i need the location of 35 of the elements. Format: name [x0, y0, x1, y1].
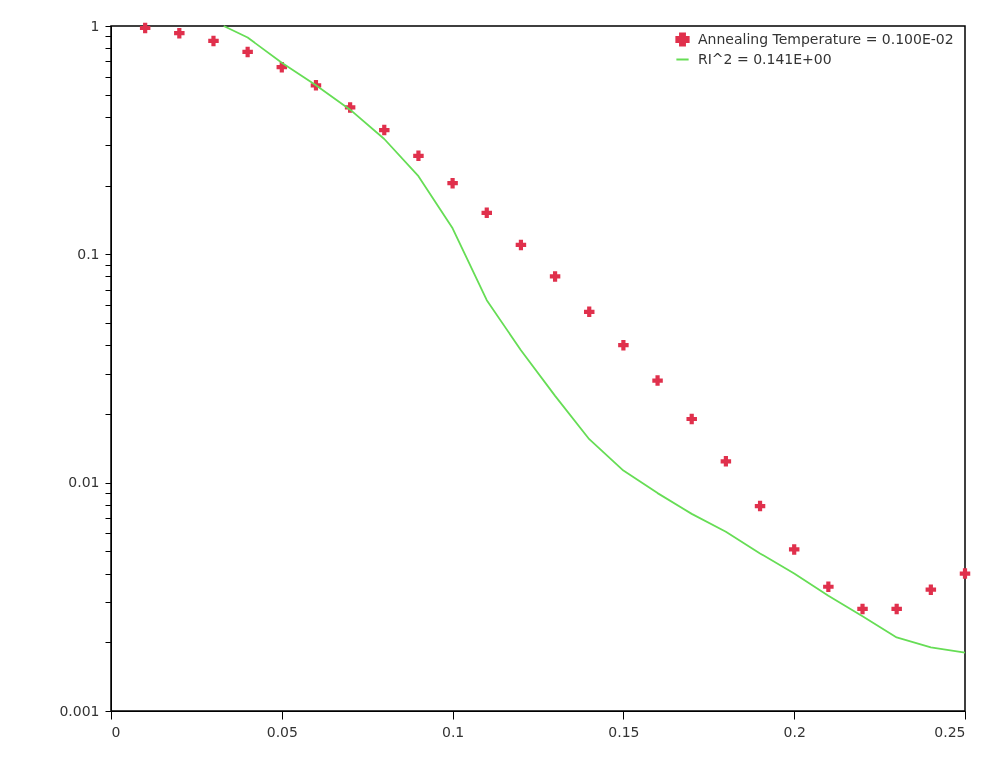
point: [174, 27, 185, 39]
y-tick-label: 0.01: [68, 474, 100, 491]
y-tick-label: 0.001: [59, 702, 100, 719]
point: [788, 544, 800, 555]
y-tick-label: 0.1: [77, 245, 100, 262]
line-series: [222, 25, 966, 654]
point: [652, 375, 663, 386]
x-tick-label: 0: [111, 723, 121, 740]
y-tick-label: 1: [90, 17, 100, 34]
point: [925, 584, 937, 595]
point: [413, 150, 424, 162]
point: [686, 413, 697, 425]
point: [549, 271, 561, 282]
point: [857, 603, 868, 615]
legend-label: Annealing Temperature = 0.100E-02: [698, 30, 954, 47]
point: [959, 568, 971, 579]
x-tick-label: 0.1: [441, 723, 465, 740]
point: [208, 35, 219, 47]
point: [754, 500, 766, 512]
point: [139, 22, 151, 34]
point: [720, 456, 732, 467]
x-tick-label: 0.2: [783, 723, 806, 740]
point: [515, 239, 527, 251]
x-tick-label: 0.15: [608, 723, 640, 740]
legend-label: RI^2 = 0.141E+00: [698, 50, 832, 67]
point: [447, 177, 458, 189]
point: [823, 581, 834, 593]
point: [618, 339, 629, 351]
x-tick-label: 0.25: [934, 723, 966, 740]
point: [481, 207, 492, 219]
point: [891, 603, 902, 615]
point: [379, 124, 390, 136]
point: [584, 306, 595, 318]
x-tick-label: 0.05: [266, 723, 298, 740]
point: [242, 46, 253, 58]
